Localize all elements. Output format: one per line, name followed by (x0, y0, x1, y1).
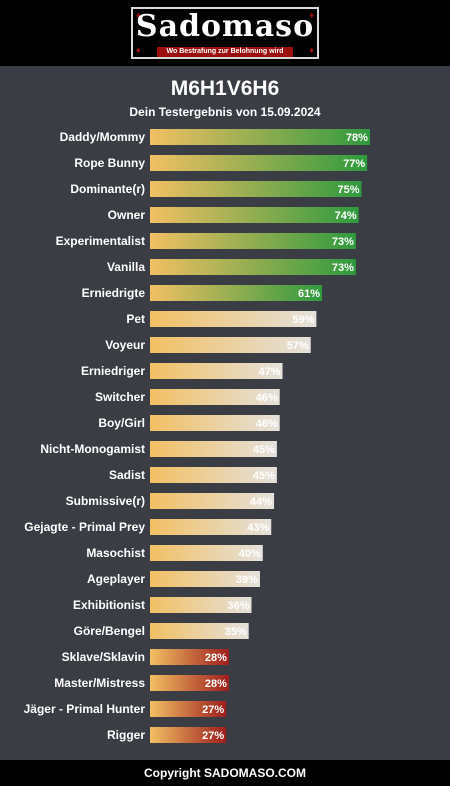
category-label: Erniedriger (81, 364, 145, 378)
score-bar (150, 597, 252, 613)
score-bar (150, 649, 229, 665)
score-bar (150, 285, 323, 301)
score-value-label: 27% (202, 704, 224, 716)
score-value-label: 45% (253, 444, 275, 456)
logo-ornament-icon: ♦ (136, 45, 141, 55)
score-bar (150, 493, 275, 509)
score-value-label: 73% (332, 236, 354, 248)
category-label: Vanilla (107, 260, 145, 274)
category-label: Pet (126, 312, 145, 326)
score-bar (150, 155, 368, 171)
footer-copyright: Copyright SADOMASO.COM (0, 760, 450, 786)
score-value-label: 74% (335, 210, 357, 222)
score-bar (150, 545, 263, 561)
category-label: Nicht-Monogamist (40, 442, 145, 456)
score-bar (150, 207, 359, 223)
score-value-label: 75% (337, 184, 359, 196)
score-bar (150, 675, 229, 691)
logo-ornament-icon: ♦ (136, 10, 141, 20)
logo-ornament-icon: ♦ (309, 10, 314, 20)
result-subtitle: Dein Testergebnis von 15.09.2024 (129, 105, 321, 119)
category-label: Jäger - Primal Hunter (24, 702, 146, 716)
category-label: Master/Mistress (54, 676, 145, 690)
site-header: ♦ ♦ ♦ ♦ Sadomaso Wo Bestrafung zur Beloh… (0, 0, 450, 66)
score-value-label: 46% (256, 418, 278, 430)
score-value-label: 77% (343, 158, 365, 170)
score-value-label: 57% (287, 340, 309, 352)
score-bar (150, 441, 277, 457)
category-label: Owner (108, 208, 146, 222)
score-bar (150, 337, 311, 353)
logo-tagline: Wo Bestrafung zur Belohnung wird (157, 47, 293, 57)
score-value-label: 40% (239, 548, 261, 560)
category-label: Ageplayer (87, 572, 145, 586)
score-value-label: 59% (292, 314, 314, 326)
score-bar (150, 363, 283, 379)
result-title: M6H1V6H6 (170, 77, 280, 100)
score-value-label: 47% (259, 366, 281, 378)
score-value-label: 61% (298, 288, 320, 300)
score-value-label: 78% (346, 132, 368, 144)
sadomaso-logo[interactable]: ♦ ♦ ♦ ♦ Sadomaso Wo Bestrafung zur Beloh… (131, 7, 319, 59)
score-bar (150, 415, 280, 431)
category-label: Boy/Girl (98, 416, 145, 430)
category-label: Masochist (86, 546, 145, 560)
score-value-label: 44% (250, 496, 272, 508)
score-bar (150, 181, 362, 197)
score-bar (150, 129, 370, 145)
score-bar (150, 467, 277, 483)
score-value-label: 39% (236, 574, 258, 586)
category-label: Switcher (95, 390, 145, 404)
category-label: Göre/Bengel (74, 624, 145, 638)
score-bar (150, 233, 356, 249)
score-bar (150, 519, 272, 535)
category-label: Gejagte - Primal Prey (24, 520, 145, 534)
score-value-label: 35% (225, 626, 247, 638)
category-label: Sadist (109, 468, 145, 482)
score-bar (150, 623, 249, 639)
category-label: Submissive(r) (66, 494, 145, 508)
score-bar (150, 259, 356, 275)
category-label: Erniedrigte (82, 286, 146, 300)
category-label: Daddy/Mommy (60, 130, 146, 144)
score-value-label: 36% (227, 600, 249, 612)
score-value-label: 45% (253, 470, 275, 482)
category-label: Voyeur (105, 338, 145, 352)
score-value-label: 28% (205, 652, 227, 664)
score-value-label: 27% (202, 730, 224, 742)
score-value-label: 46% (256, 392, 278, 404)
score-bar (150, 571, 260, 587)
score-value-label: 43% (247, 522, 269, 534)
category-label: Exhibitionist (73, 598, 145, 612)
score-value-label: 73% (332, 262, 354, 274)
score-value-label: 28% (205, 678, 227, 690)
score-bar (150, 701, 227, 717)
category-label: Rigger (107, 728, 145, 742)
logo-ornament-icon: ♦ (309, 45, 314, 55)
score-bar (150, 727, 227, 743)
category-label: Experimentalist (56, 234, 145, 248)
score-bar (150, 311, 317, 327)
score-bar (150, 389, 280, 405)
category-label: Rope Bunny (74, 156, 145, 170)
logo-wordmark: Sadomaso (135, 9, 315, 44)
category-label: Dominante(r) (70, 182, 145, 196)
category-label: Sklave/Sklavin (62, 650, 145, 664)
